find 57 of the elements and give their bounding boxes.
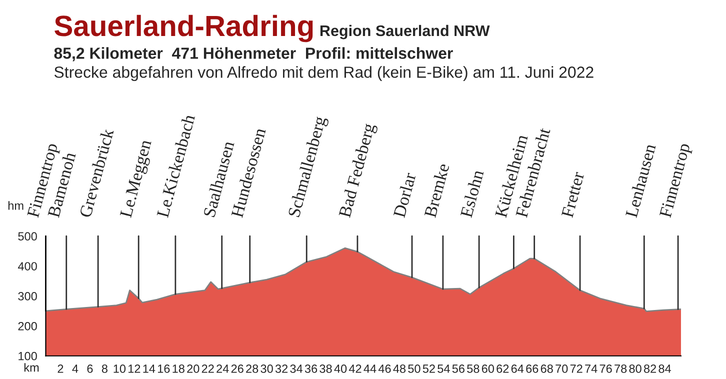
x-tick-label: 44	[364, 364, 376, 373]
x-tick-label: 46	[378, 364, 391, 373]
ref-line-label: Dorlar	[392, 172, 416, 218]
text: 85,2 Kilometer 471 Höhenmeter Profil: mittelschwer	[54, 47, 453, 62]
x-tick-label: 60	[482, 364, 494, 373]
text: Strecke abgefahren von Alfredo mit dem Rad (kein E-Bike) am 11. Juni 2022	[54, 66, 594, 82]
x-tick-label: 70	[556, 364, 568, 373]
x-tick-label: 84	[658, 364, 671, 373]
x-tick-label: 12	[128, 364, 140, 373]
x-tick-label: 36	[304, 364, 318, 373]
x-tick-label: 16	[158, 364, 170, 373]
x-tick-label: 38	[320, 364, 332, 373]
x-tick-label: 68	[540, 364, 553, 373]
x-tick-label: 58	[467, 364, 480, 373]
x-tick-label: 64	[511, 364, 524, 373]
ref-line-label: Eslohn	[460, 169, 484, 218]
x-tick-label: 34	[290, 364, 303, 373]
y-tick-label: 400	[18, 262, 37, 270]
chart-title: Sauerland-Radring	[54, 14, 313, 42]
x-tick-label: 26	[231, 364, 244, 373]
x-tick-label: 40	[334, 364, 347, 373]
x-tick-label: 20	[187, 364, 200, 373]
x-tick-label: 72	[570, 364, 582, 373]
x-tick-label: 22	[202, 364, 214, 373]
x-tick-label: 54	[438, 364, 450, 373]
y-tick-label: 500	[18, 232, 37, 241]
x-tick-label: 8	[102, 364, 108, 373]
x-tick-label: 80	[629, 364, 642, 373]
y-tick-label: 300	[18, 292, 37, 300]
x-tick-label: 66	[526, 364, 538, 373]
x-tick-label: 74	[585, 364, 598, 373]
y-axis-title: hm	[8, 201, 24, 210]
x-tick-label: 2	[58, 364, 64, 373]
x-tick-label: 30	[260, 364, 273, 373]
y-tick-label: 200	[18, 322, 37, 330]
y-tick-label: 100	[18, 352, 37, 360]
ref-line-label: Fretter	[561, 171, 584, 218]
x-tick-label: 52	[422, 364, 435, 373]
x-tick-label: 78	[614, 364, 627, 373]
x-tick-label: 48	[393, 364, 406, 373]
x-tick-label: 56	[452, 364, 464, 373]
x-tick-label: 62	[496, 364, 509, 373]
x-tick-label: 76	[600, 364, 612, 373]
x-tick-label: 28	[246, 364, 258, 373]
x-tick-label: 32	[275, 364, 288, 373]
x-tick-label: 18	[172, 364, 184, 373]
x-tick-label: 24	[216, 364, 229, 373]
x-axis-title: km	[24, 363, 39, 372]
x-tick-label: 50	[408, 364, 420, 373]
x-tick-label: 10	[114, 364, 126, 373]
x-tick-label: 4	[72, 364, 78, 373]
x-tick-label: 82	[644, 364, 656, 373]
x-tick-label: 14	[143, 364, 156, 373]
chart-subtitle: Region Sauerland NRW	[320, 24, 490, 40]
x-tick-label: 42	[348, 364, 362, 373]
x-tick-label: 6	[87, 364, 93, 373]
ref-line-label: Bremke	[424, 162, 450, 218]
